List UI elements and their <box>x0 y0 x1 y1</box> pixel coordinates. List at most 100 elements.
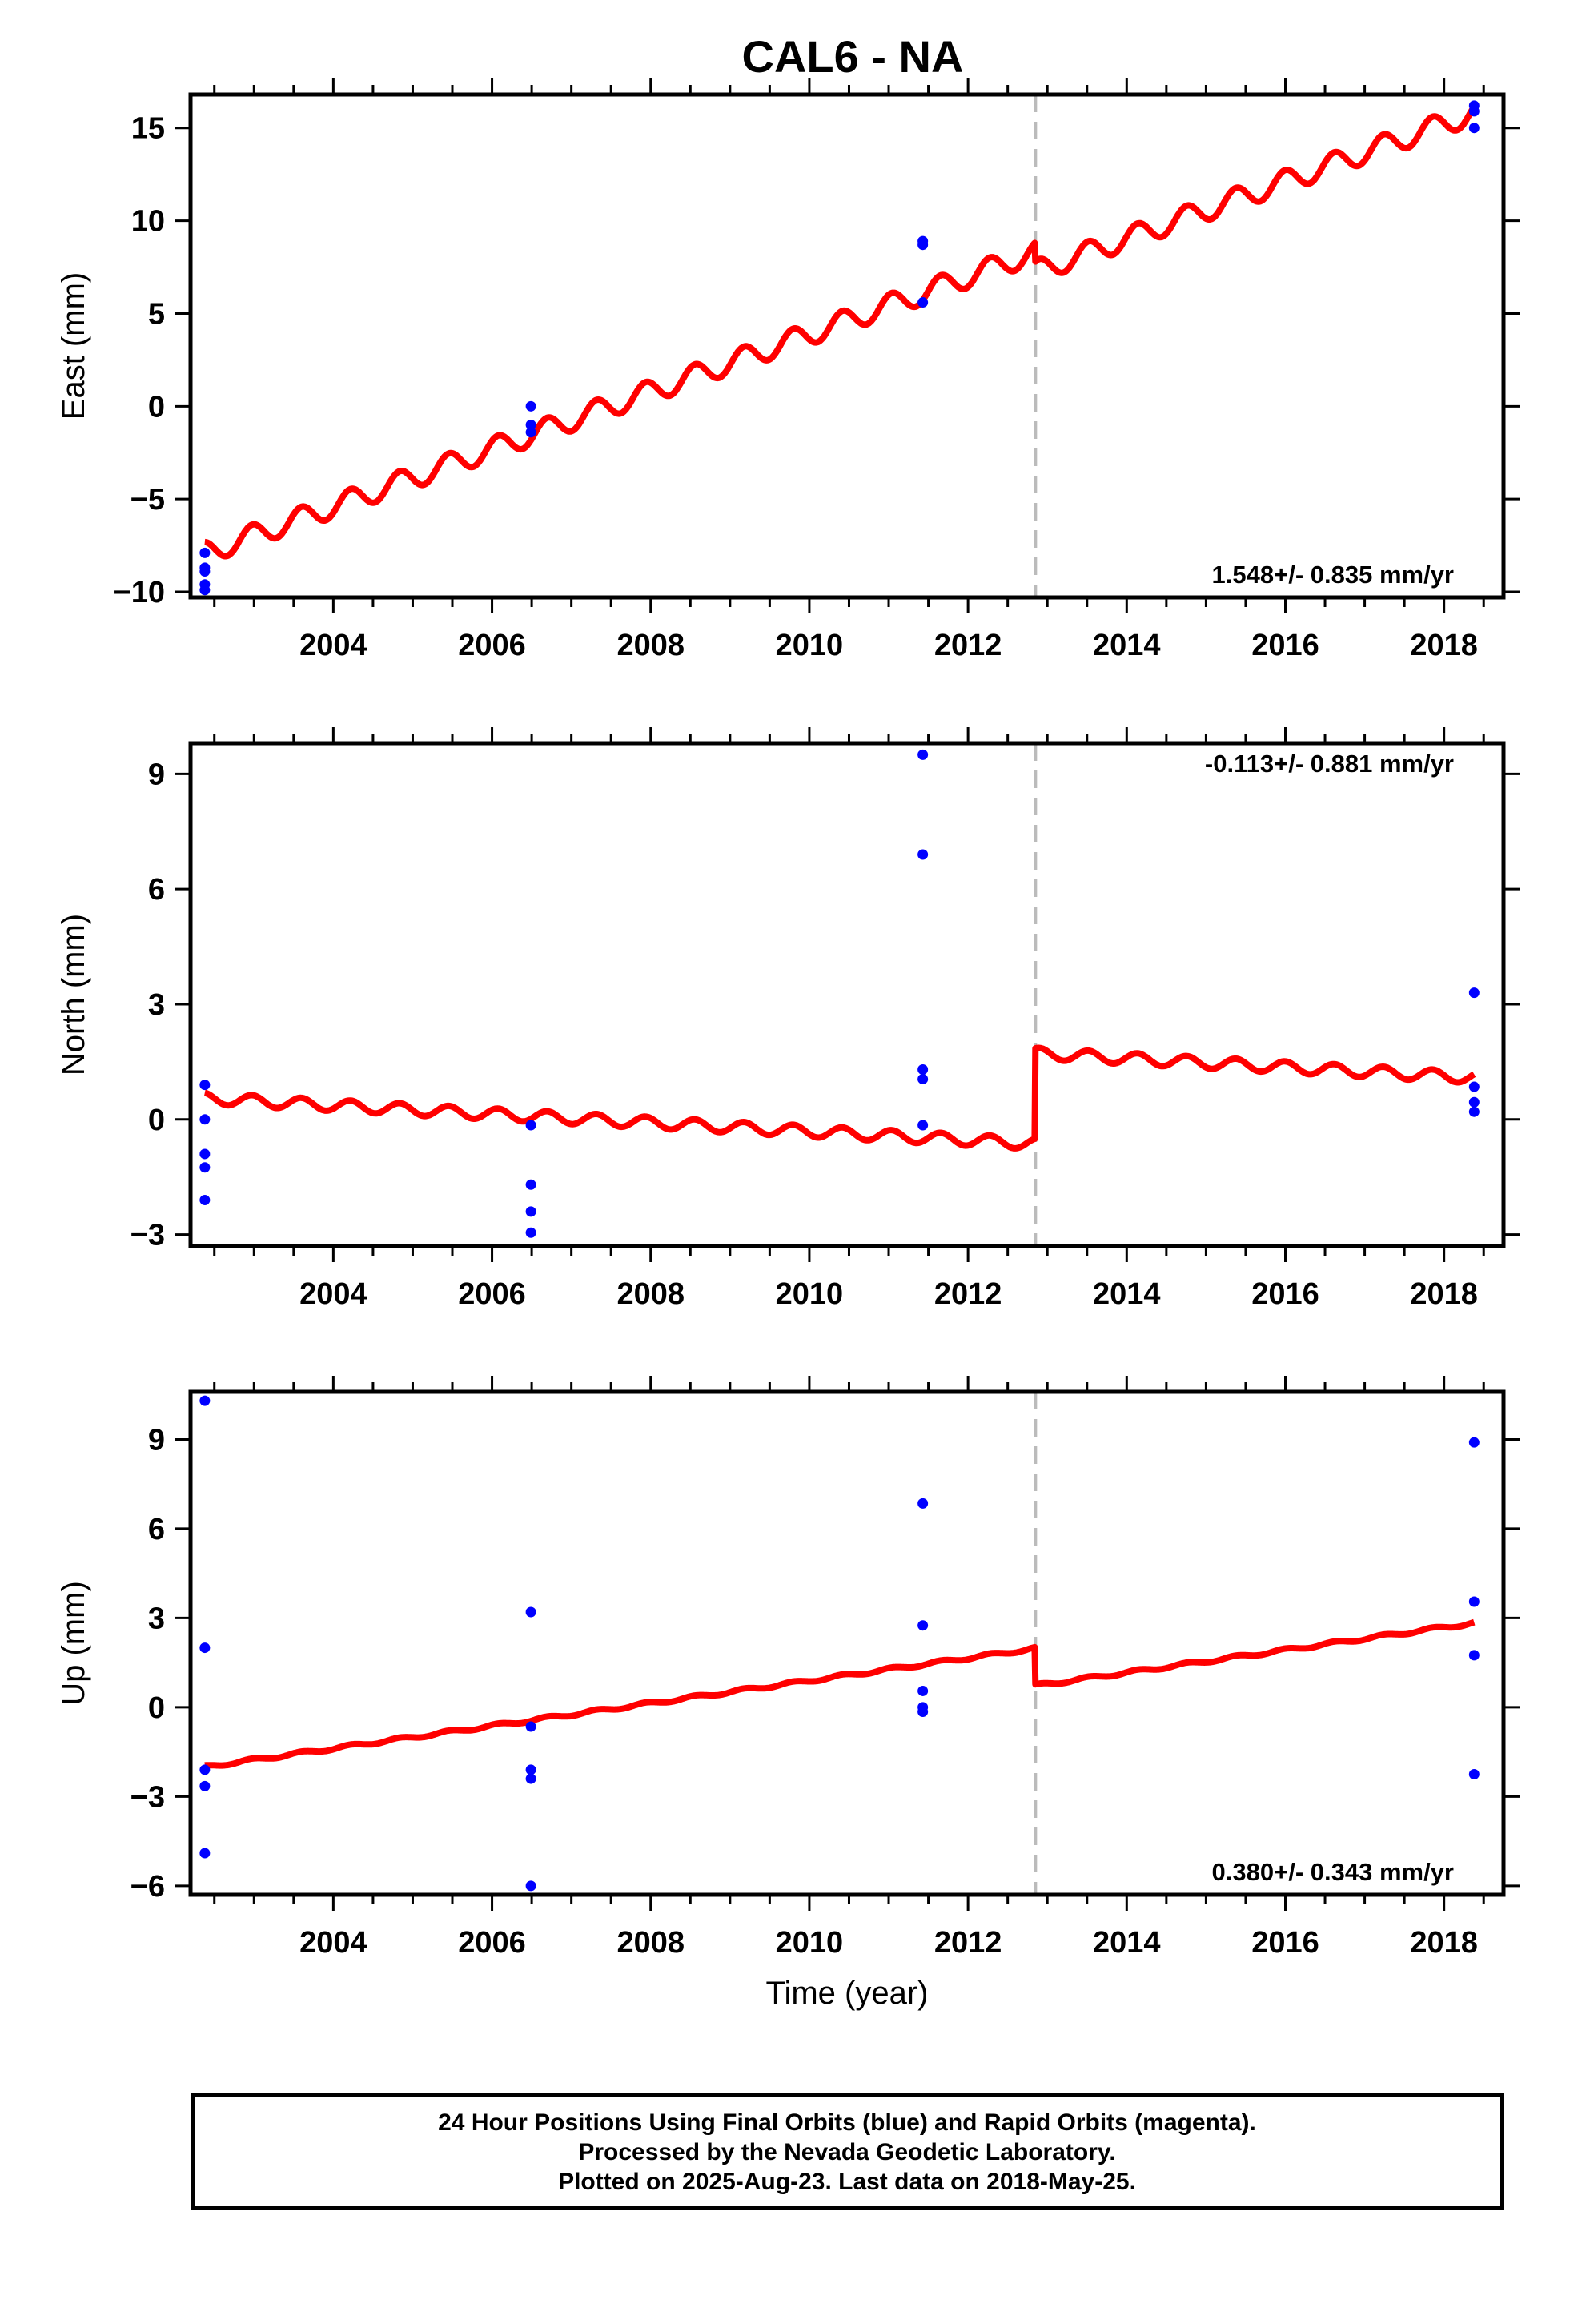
up-data-point <box>199 1848 211 1859</box>
north-xtick-label: 2012 <box>934 1277 1002 1311</box>
up-xlabel: Time (year) <box>766 1976 929 2011</box>
up-ytick-label: 0 <box>148 1691 165 1725</box>
east-xtick-label: 2014 <box>1093 629 1161 662</box>
up-data-point <box>1468 1437 1480 1448</box>
north-data-point <box>1468 987 1480 999</box>
up-data-point <box>525 1721 536 1732</box>
footer-caption-box: 24 Hour Positions Using Final Orbits (bl… <box>191 2093 1504 2210</box>
east-data-point <box>199 585 211 596</box>
east-data-point <box>917 239 929 251</box>
up-xtick-label: 2012 <box>934 1926 1002 1960</box>
east-ytick-label: 5 <box>148 297 165 331</box>
north-frame <box>188 741 1506 1248</box>
north-data-point <box>917 1063 929 1075</box>
east-data-point <box>525 427 536 438</box>
east-model-line <box>202 104 1477 560</box>
up-data-point <box>525 1764 536 1775</box>
north-xtick-label: 2016 <box>1251 1277 1319 1311</box>
east-xtick-label: 2004 <box>299 629 367 662</box>
east-data-point <box>525 400 536 412</box>
up-ytick-label: 9 <box>148 1423 165 1457</box>
north-ytick-label: 9 <box>148 758 165 791</box>
east-data-point <box>917 297 929 308</box>
east-xtick-label: 2018 <box>1410 629 1478 662</box>
north-data-point <box>917 1120 929 1131</box>
north-data-point <box>199 1194 211 1205</box>
page-title: CAL6 - NA <box>741 31 964 82</box>
north-data-point <box>917 749 929 760</box>
north-data-point <box>917 1073 929 1084</box>
up-data-point <box>199 1395 211 1406</box>
up-xtick-label: 2008 <box>616 1926 685 1960</box>
up-ytick-label: −6 <box>130 1870 165 1904</box>
east-xtick-label: 2016 <box>1251 629 1319 662</box>
east-ytick-label: 0 <box>148 390 165 424</box>
up-data-point <box>199 1642 211 1654</box>
up-data-point <box>917 1706 929 1717</box>
east-xtick-label: 2012 <box>934 629 1002 662</box>
east-data-point <box>199 547 211 558</box>
north-data-point <box>199 1080 211 1091</box>
north-data-point <box>917 849 929 860</box>
up-data-point <box>525 1880 536 1892</box>
east-xtick-label: 2008 <box>616 629 685 662</box>
north-ytick-label: −3 <box>130 1219 165 1252</box>
north-rate-label: -0.113+/- 0.881 mm/yr <box>1204 750 1454 778</box>
north-ytick-label: 6 <box>148 873 165 907</box>
up-data-point <box>917 1498 929 1509</box>
east-ytick-label: 10 <box>131 205 165 239</box>
up-data-point <box>199 1764 211 1775</box>
up-xtick-label: 2014 <box>1093 1926 1161 1960</box>
north-data-point <box>199 1162 211 1173</box>
north-data-point <box>525 1179 536 1190</box>
north-xtick-label: 2010 <box>776 1277 844 1311</box>
up-data-point <box>1468 1769 1480 1780</box>
north-data-point <box>199 1148 211 1160</box>
up-xtick-label: 2018 <box>1410 1926 1478 1960</box>
north-xtick-label: 2006 <box>458 1277 526 1311</box>
east-frame <box>188 92 1506 600</box>
east-xtick-label: 2010 <box>776 629 844 662</box>
north-ytick-label: 3 <box>148 988 165 1022</box>
east-xtick-label: 2006 <box>458 629 526 662</box>
up-ytick-label: 6 <box>148 1513 165 1546</box>
north-ytick-label: 0 <box>148 1104 165 1137</box>
up-ytick-label: 3 <box>148 1602 165 1635</box>
north-xtick-label: 2014 <box>1093 1277 1161 1311</box>
up-model-line <box>202 1618 1477 1769</box>
east-ytick-label: −10 <box>114 576 165 609</box>
footer-line-plotted: Plotted on 2025-Aug-23. Last data on 201… <box>558 2168 1136 2195</box>
up-data-point <box>917 1685 929 1696</box>
up-data-point <box>1468 1650 1480 1661</box>
east-rate-label: 1.548+/- 0.835 mm/yr <box>1211 561 1454 589</box>
north-data-point <box>199 1114 211 1125</box>
up-rate-label: 0.380+/- 0.343 mm/yr <box>1211 1858 1454 1886</box>
up-ylabel: Up (mm) <box>56 1581 91 1706</box>
north-data-point <box>1468 1096 1480 1108</box>
north-model-line <box>202 1044 1477 1152</box>
up-frame <box>188 1389 1506 1897</box>
up-data-point <box>525 1773 536 1784</box>
north-data-point <box>525 1120 536 1131</box>
up-data-point <box>199 1780 211 1791</box>
north-data-point <box>1468 1106 1480 1117</box>
north-data-point <box>1468 1081 1480 1092</box>
east-data-point <box>525 419 536 430</box>
north-data-point <box>525 1227 536 1238</box>
east-data-point <box>1468 123 1480 134</box>
up-data-point <box>1468 1596 1480 1607</box>
north-xtick-label: 2008 <box>616 1277 685 1311</box>
east-data-point <box>199 566 211 577</box>
north-data-point <box>525 1206 536 1217</box>
north-xtick-label: 2018 <box>1410 1277 1478 1311</box>
up-ytick-label: −3 <box>130 1780 165 1814</box>
footer-line-processed: Processed by the Nevada Geodetic Laborat… <box>578 2138 1116 2165</box>
up-data-point <box>525 1606 536 1618</box>
east-ytick-label: 15 <box>131 112 165 146</box>
east-ylabel: East (mm) <box>56 272 91 420</box>
footer-line-orbits: 24 Hour Positions Using Final Orbits (bl… <box>438 2109 1256 2136</box>
up-xtick-label: 2004 <box>299 1926 367 1960</box>
up-xtick-label: 2010 <box>776 1926 844 1960</box>
up-xtick-label: 2006 <box>458 1926 526 1960</box>
